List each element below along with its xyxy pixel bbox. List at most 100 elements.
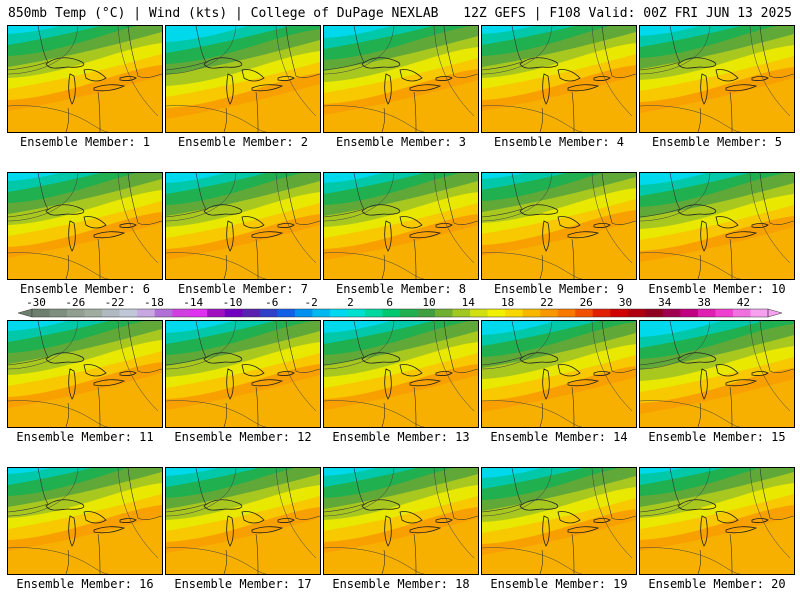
border-lines bbox=[324, 26, 478, 132]
colorbar-tick-label: -6 bbox=[265, 296, 279, 309]
colorbar-segment bbox=[347, 309, 366, 317]
ensemble-map-panel bbox=[481, 320, 637, 428]
colorbar-segment bbox=[84, 309, 103, 317]
colorbar-tick-label: 18 bbox=[500, 296, 515, 309]
colorbar-tick-label: -26 bbox=[65, 296, 86, 309]
contour-lines bbox=[640, 26, 791, 132]
colorbar-tick-label: 38 bbox=[697, 296, 711, 309]
temperature-map bbox=[8, 173, 162, 279]
contour-lines bbox=[324, 321, 475, 427]
colorbar-segment bbox=[645, 309, 664, 317]
ensemble-map-panel bbox=[639, 25, 795, 133]
great-lakes-outline bbox=[203, 352, 295, 400]
temperature-map bbox=[640, 173, 794, 279]
colorbar-segment bbox=[49, 309, 68, 317]
ensemble-map-panel bbox=[7, 25, 163, 133]
colorbar-tick-label: -2 bbox=[304, 296, 318, 309]
temperature-map bbox=[482, 321, 636, 427]
great-lakes-outline bbox=[677, 499, 769, 547]
colorbar-segment bbox=[259, 309, 278, 317]
great-lakes-outline bbox=[203, 57, 295, 105]
temperature-map bbox=[8, 321, 162, 427]
border-lines bbox=[8, 468, 162, 574]
member-label: Ensemble Member: 9 bbox=[493, 282, 625, 296]
temperature-map bbox=[482, 468, 636, 574]
ensemble-map-panel bbox=[639, 172, 795, 280]
member-label: Ensemble Member: 1 bbox=[19, 135, 151, 149]
colorbar-segment bbox=[137, 309, 155, 317]
ensemble-map-panel bbox=[7, 467, 163, 575]
contour-lines bbox=[166, 321, 317, 427]
temperature-map bbox=[324, 173, 478, 279]
colorbar-segment bbox=[189, 309, 208, 317]
ensemble-map-panel bbox=[165, 467, 321, 575]
colorbar-tick-label: -18 bbox=[143, 296, 164, 309]
temperature-map bbox=[324, 321, 478, 427]
great-lakes-outline bbox=[45, 204, 137, 252]
member-label: Ensemble Member: 17 bbox=[174, 577, 312, 591]
temperature-map bbox=[324, 468, 478, 574]
great-lakes-outline bbox=[361, 57, 453, 105]
member-label: Ensemble Member: 8 bbox=[335, 282, 467, 296]
member-label: Ensemble Member: 13 bbox=[332, 430, 470, 444]
member-label: Ensemble Member: 18 bbox=[332, 577, 470, 591]
temperature-colorbar bbox=[18, 300, 782, 318]
temperature-map bbox=[482, 173, 636, 279]
ensemble-map-panel bbox=[165, 25, 321, 133]
colorbar-segment bbox=[207, 309, 226, 317]
temperature-map bbox=[166, 321, 320, 427]
colorbar-segment bbox=[750, 309, 769, 317]
ensemble-map-panel bbox=[481, 467, 637, 575]
member-label: Ensemble Member: 14 bbox=[490, 430, 628, 444]
temperature-map bbox=[8, 468, 162, 574]
great-lakes-outline bbox=[677, 352, 769, 400]
member-label: Ensemble Member: 5 bbox=[651, 135, 783, 149]
member-label: Ensemble Member: 19 bbox=[490, 577, 628, 591]
contour-lines bbox=[482, 173, 633, 279]
border-lines bbox=[640, 321, 794, 427]
great-lakes-outline bbox=[361, 352, 453, 400]
member-label: Ensemble Member: 20 bbox=[648, 577, 786, 591]
colorbar-segment bbox=[329, 309, 348, 317]
contour-lines bbox=[640, 321, 791, 427]
colorbar-segment bbox=[452, 309, 471, 317]
colorbar-segment bbox=[312, 309, 331, 317]
contour-lines bbox=[8, 321, 159, 427]
colorbar-segment bbox=[119, 309, 138, 317]
colorbar-segment bbox=[592, 309, 611, 317]
colorbar-tick-label: -30 bbox=[26, 296, 46, 309]
border-lines bbox=[324, 468, 478, 574]
colorbar-segment bbox=[610, 309, 629, 317]
colorbar-segment bbox=[435, 309, 453, 317]
colorbar-tick-label: 22 bbox=[540, 296, 554, 309]
colorbar-segment bbox=[715, 309, 734, 317]
temperature-map bbox=[482, 26, 636, 132]
member-label: Ensemble Member: 2 bbox=[177, 135, 309, 149]
border-lines bbox=[640, 173, 794, 279]
colorbar-tick-label: 2 bbox=[347, 296, 354, 309]
contour-lines bbox=[8, 468, 159, 574]
border-lines bbox=[8, 26, 162, 132]
colorbar-segment bbox=[102, 309, 120, 317]
contour-lines bbox=[166, 173, 317, 279]
colorbar-segment bbox=[224, 309, 243, 317]
great-lakes-outline bbox=[361, 204, 453, 252]
member-label: Ensemble Member: 6 bbox=[19, 282, 151, 296]
colorbar-segment bbox=[364, 309, 383, 317]
ensemble-map-panel bbox=[7, 172, 163, 280]
ensemble-map-panel bbox=[639, 467, 795, 575]
run-info: 12Z GEFS | F108 Valid: 00Z FRI JUN 13 20… bbox=[463, 6, 792, 21]
contour-lines bbox=[482, 468, 633, 574]
colorbar-tick-label: 6 bbox=[386, 296, 393, 309]
member-label: Ensemble Member: 7 bbox=[177, 282, 309, 296]
colorbar-segment bbox=[557, 309, 576, 317]
contour-lines bbox=[324, 26, 475, 132]
chart-title: 850mb Temp (°C) | Wind (kts) | College o… bbox=[8, 6, 439, 21]
ensemble-map-panel bbox=[323, 25, 479, 133]
colorbar-tick-label: 42 bbox=[736, 296, 751, 309]
colorbar-segment bbox=[732, 309, 751, 317]
contour-lines bbox=[640, 173, 791, 279]
contour-lines bbox=[482, 321, 633, 427]
colorbar-segment bbox=[400, 309, 418, 317]
contour-lines bbox=[166, 468, 317, 574]
